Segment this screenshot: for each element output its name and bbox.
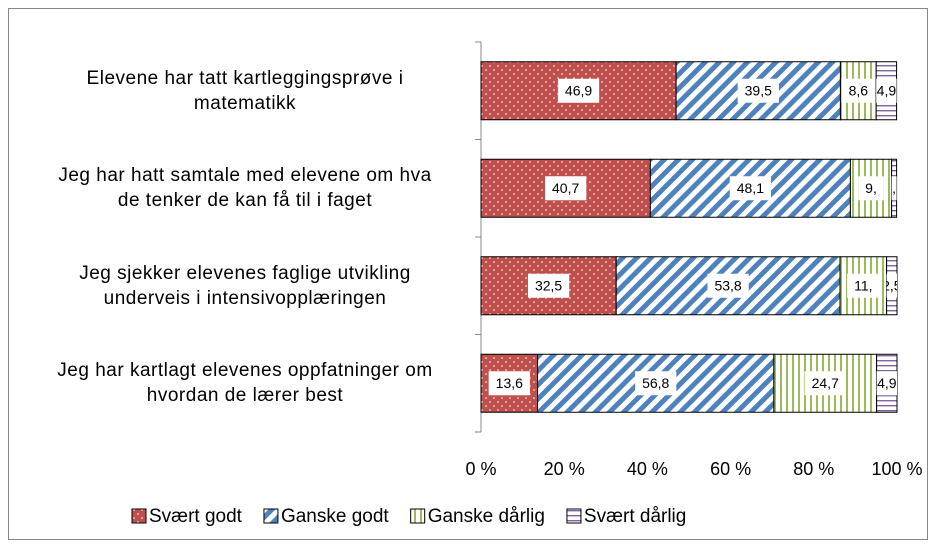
legend-swatch <box>566 508 582 524</box>
data-label: 53,8 <box>714 277 741 293</box>
data-label-group: 1,2 <box>884 176 904 201</box>
data-label: 32,5 <box>535 277 562 293</box>
data-label: 1,2 <box>884 180 904 196</box>
data-label: 40,7 <box>552 180 579 196</box>
data-label: 2,5 <box>882 277 902 293</box>
data-label: 56,8 <box>642 375 669 391</box>
data-label-group: 32,5 <box>527 273 570 298</box>
data-label-bg <box>841 78 876 103</box>
data-label-bg <box>891 176 897 201</box>
category-label: Jeg har hatt samtale med elevene om hva … <box>58 165 432 212</box>
category-label: Elevene har tatt kartleggingsprøve i mat… <box>86 67 404 114</box>
legend-label: Svært godt <box>149 506 243 527</box>
x-tick-label: 20 % <box>544 459 585 479</box>
data-label-group: 53,8 <box>707 273 749 298</box>
legend-label: Ganske godt <box>281 506 389 527</box>
data-label-bg <box>886 273 897 298</box>
x-tick-label: 0 % <box>465 459 496 479</box>
category-label: Jeg sjekker elevenes faglige utvikling u… <box>79 262 411 309</box>
legend-label: Ganske dårlig <box>428 506 545 527</box>
data-label-group: 40,7 <box>545 176 587 201</box>
data-label-group: 9, <box>858 176 884 201</box>
data-label-bg <box>858 176 884 201</box>
x-tick-label: 80 % <box>793 459 834 479</box>
data-label: 4,9 <box>877 82 897 98</box>
data-label-group: 46,9 <box>557 78 600 103</box>
data-label-bg <box>737 78 779 103</box>
legend-swatch <box>131 508 147 524</box>
data-label-group: 56,8 <box>635 371 677 396</box>
data-label-group: 4,9 <box>876 78 897 103</box>
data-label-group: 24,7 <box>804 371 846 396</box>
legend-label: Svært dårlig <box>584 506 686 527</box>
data-label-bg <box>545 176 587 201</box>
data-label-bg <box>847 273 880 298</box>
data-label: 39,5 <box>745 82 772 98</box>
chart-border <box>8 8 928 540</box>
data-label-group: 11, <box>847 273 880 298</box>
category-label: Jeg har kartlagt elevenes oppfatninger o… <box>57 360 433 407</box>
data-label-bg <box>729 176 771 201</box>
x-tick-label: 60 % <box>710 459 751 479</box>
data-label-group: 4,9 <box>876 371 898 396</box>
legend-swatch <box>263 508 279 524</box>
data-label-bg <box>635 371 677 396</box>
data-label: 4,9 <box>877 375 897 391</box>
data-label-bg <box>707 273 749 298</box>
data-label-bg <box>488 371 530 396</box>
x-tick-label: 100 % <box>871 459 922 479</box>
data-label: 11, <box>854 277 872 293</box>
data-label-group: 8,6 <box>841 78 876 103</box>
data-label: 8,6 <box>849 82 869 98</box>
data-label-bg <box>876 371 898 396</box>
data-label-group: 48,1 <box>729 176 771 201</box>
data-label: 9, <box>865 180 877 196</box>
data-label: 24,7 <box>812 375 839 391</box>
data-label: 13,6 <box>496 375 523 391</box>
data-label-bg <box>876 78 897 103</box>
data-label: 46,9 <box>565 82 592 98</box>
data-label-group: 2,5 <box>882 273 902 298</box>
x-tick-label: 40 % <box>627 459 668 479</box>
data-label-group: 39,5 <box>737 78 779 103</box>
data-label: 48,1 <box>737 180 764 196</box>
data-label-bg <box>527 273 570 298</box>
data-label-bg <box>557 78 600 103</box>
bar-segment <box>675 61 841 121</box>
legend-swatch <box>410 508 426 524</box>
data-label-bg <box>804 371 846 396</box>
data-label-group: 13,6 <box>488 371 530 396</box>
